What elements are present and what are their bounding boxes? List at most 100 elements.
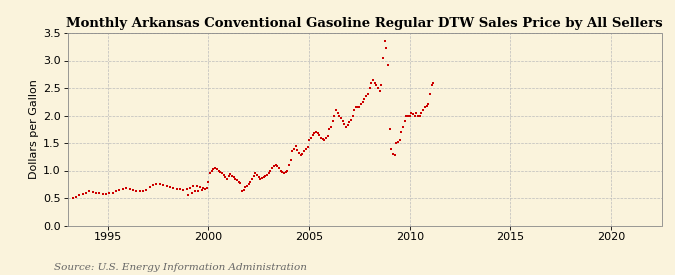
Point xyxy=(418,108,429,112)
Point xyxy=(338,119,348,123)
Point xyxy=(384,127,395,131)
Point xyxy=(230,177,240,181)
Point xyxy=(416,111,427,115)
Point xyxy=(223,174,234,178)
Point xyxy=(310,130,321,134)
Point xyxy=(238,188,249,192)
Point xyxy=(277,169,288,174)
Point xyxy=(117,186,128,191)
Point xyxy=(331,108,342,112)
Point xyxy=(165,185,176,189)
Point xyxy=(80,190,91,195)
Point xyxy=(97,191,108,196)
Point xyxy=(373,86,383,90)
Point xyxy=(190,189,200,194)
Text: Source: U.S. Energy Information Administration: Source: U.S. Energy Information Administ… xyxy=(54,263,307,272)
Point xyxy=(327,119,338,123)
Point xyxy=(240,185,250,189)
Point xyxy=(425,91,435,96)
Point xyxy=(322,134,333,139)
Point xyxy=(290,144,301,148)
Point xyxy=(211,167,222,171)
Point xyxy=(186,190,197,195)
Point xyxy=(87,190,98,194)
Point xyxy=(262,173,273,177)
Point xyxy=(287,149,298,153)
Point xyxy=(406,111,417,115)
Point xyxy=(138,189,148,194)
Point xyxy=(255,177,266,181)
Point xyxy=(396,130,407,134)
Point xyxy=(302,145,313,150)
Point xyxy=(339,122,350,126)
Point xyxy=(114,188,125,192)
Point xyxy=(289,146,300,151)
Point xyxy=(213,168,224,173)
Point xyxy=(374,89,385,93)
Point xyxy=(193,189,204,193)
Point xyxy=(423,102,434,107)
Point xyxy=(148,183,159,188)
Point xyxy=(275,168,286,173)
Point xyxy=(354,105,365,109)
Point xyxy=(364,86,375,90)
Point xyxy=(428,80,439,85)
Point xyxy=(196,188,207,192)
Point xyxy=(376,83,387,87)
Point xyxy=(124,186,135,191)
Point xyxy=(107,190,118,195)
Point xyxy=(297,152,308,156)
Point xyxy=(208,167,219,172)
Point xyxy=(387,152,398,156)
Point xyxy=(349,108,360,112)
Point xyxy=(389,153,400,157)
Point xyxy=(324,127,335,131)
Point xyxy=(329,113,340,118)
Point xyxy=(218,173,229,177)
Point xyxy=(235,180,246,185)
Point xyxy=(393,140,404,144)
Point xyxy=(234,179,244,184)
Point xyxy=(242,184,252,188)
Point xyxy=(183,193,194,197)
Point xyxy=(325,124,336,129)
Point xyxy=(377,56,388,60)
Point xyxy=(400,119,410,123)
Point xyxy=(111,189,122,193)
Point xyxy=(421,103,432,108)
Point xyxy=(426,83,437,87)
Point xyxy=(198,186,209,190)
Point xyxy=(286,157,296,162)
Point xyxy=(280,170,291,174)
Point xyxy=(279,171,290,175)
Point xyxy=(94,191,105,195)
Point xyxy=(282,168,293,173)
Point xyxy=(161,184,172,188)
Point xyxy=(356,102,367,107)
Point xyxy=(410,113,421,118)
Point xyxy=(348,113,358,118)
Point xyxy=(270,163,281,167)
Point xyxy=(171,186,182,191)
Point xyxy=(403,113,414,118)
Point xyxy=(300,146,311,151)
Point xyxy=(321,135,331,140)
Point xyxy=(299,149,310,153)
Point xyxy=(158,183,169,187)
Point xyxy=(383,63,394,67)
Point xyxy=(67,196,78,200)
Point xyxy=(90,190,101,195)
Point xyxy=(134,189,145,194)
Point xyxy=(201,186,212,190)
Point xyxy=(346,118,356,122)
Point xyxy=(74,193,84,197)
Point xyxy=(360,94,371,98)
Point xyxy=(404,113,415,118)
Point xyxy=(210,166,221,170)
Point xyxy=(284,163,294,167)
Point xyxy=(194,185,205,189)
Point xyxy=(304,138,315,142)
Point xyxy=(292,147,303,152)
Point xyxy=(419,105,430,109)
Point xyxy=(317,136,328,141)
